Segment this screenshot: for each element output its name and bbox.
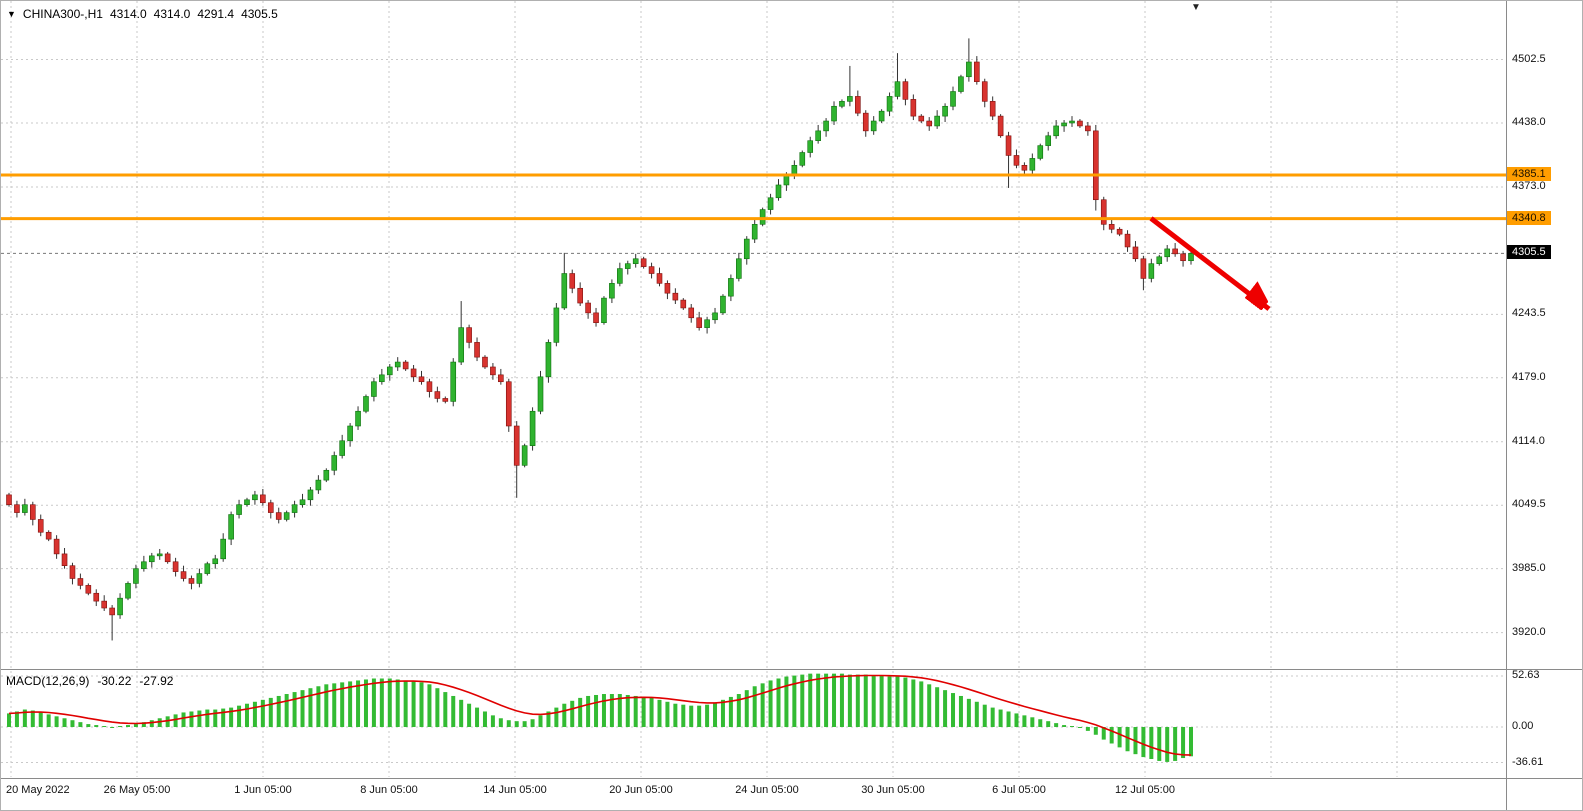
price-tick-label: 4502.5 <box>1512 52 1546 65</box>
time-tick-label: 8 Jun 05:00 <box>360 784 418 796</box>
macd-tick-label: -36.61 <box>1512 755 1544 768</box>
time-tick-label: 30 Jun 05:00 <box>861 784 925 796</box>
time-tick-label: 12 Jul 05:00 <box>1115 784 1175 796</box>
macd-tick-label: 0.00 <box>1512 720 1534 732</box>
time-tick-label: 20 Jun 05:00 <box>609 784 673 796</box>
time-tick-label: 1 Jun 05:00 <box>234 784 292 796</box>
ohlc-low: 4291.4 <box>197 7 235 21</box>
macd-main-value: -30.22 <box>97 674 132 688</box>
macd-signal-value: -27.92 <box>139 674 174 688</box>
time-tick-label: 20 May 2022 <box>6 784 70 796</box>
symbol-dropdown-icon[interactable]: ▼ <box>7 8 16 19</box>
axis-divider <box>1506 1 1507 810</box>
time-tick-label: 6 Jul 05:00 <box>992 784 1046 796</box>
price-tick-label: 3985.0 <box>1512 561 1546 574</box>
macd-signal-line <box>8 674 1192 756</box>
macd-tick-label: 52.63 <box>1512 668 1540 681</box>
chart-shift-icon[interactable]: ▼ <box>1191 2 1201 13</box>
pane-divider-top[interactable] <box>1 669 1582 670</box>
resistance-level-badge-upper: 4385.1 <box>1507 167 1551 182</box>
time-tick-label: 14 Jun 05:00 <box>483 784 547 796</box>
ohlc-high: 4314.0 <box>153 7 191 21</box>
price-tick-label: 4438.0 <box>1512 115 1546 128</box>
ohlc-close: 4305.5 <box>241 7 278 21</box>
ohlc-open: 4314.0 <box>109 7 147 21</box>
macd-indicator-label: MACD(12,26,9) -30.22 -27.92 <box>6 674 173 688</box>
macd-name: MACD(12,26,9) <box>6 674 90 688</box>
resistance-level-badge-lower: 4340.8 <box>1507 210 1551 225</box>
symbol-name: CHINA300-,H1 <box>22 7 103 21</box>
price-tick-label: 4114.0 <box>1512 434 1545 447</box>
macd-pane[interactable] <box>1 671 1506 777</box>
price-tick-label: 4049.5 <box>1512 498 1546 511</box>
price-tick-label: 4373.0 <box>1512 179 1546 192</box>
price-tick-label: 3920.0 <box>1512 625 1546 638</box>
time-tick-label: 24 Jun 05:00 <box>735 784 799 796</box>
current-price-badge: 4305.5 <box>1507 245 1551 260</box>
main-chart-pane[interactable] <box>1 1 1506 669</box>
time-tick-label: 26 May 05:00 <box>103 784 171 796</box>
price-axis[interactable]: 4385.1 4340.8 4305.5 4502.5 4438.0 4373.0 4… <box>1507 1 1582 810</box>
symbol-info-bar: ▼ CHINA300-,H1 4314.0 4314.0 4291.4 4305… <box>7 7 278 21</box>
time-axis[interactable]: 20 May 2022 26 May 05:00 1 Jun 05:00 8 Jun … <box>1 780 1506 810</box>
candlestick-chart <box>1 1 1506 669</box>
trend-arrow <box>1149 216 1269 311</box>
price-tick-label: 4179.0 <box>1512 370 1546 383</box>
price-tick-label: 4243.5 <box>1512 307 1546 320</box>
macd-chart <box>1 671 1506 777</box>
pane-divider-bottom <box>1 778 1582 779</box>
